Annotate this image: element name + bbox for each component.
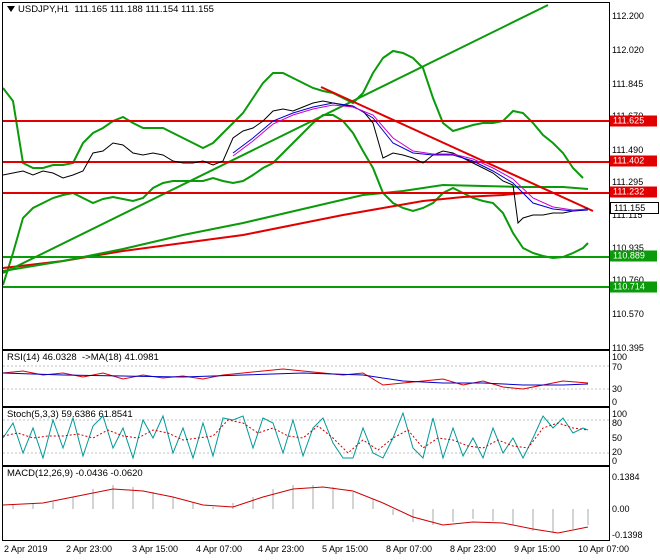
falling-trendline <box>320 86 594 212</box>
y-tick-label: 111.490 <box>612 145 644 155</box>
bollinger-upper <box>3 49 584 179</box>
macd-signal-line <box>3 486 589 534</box>
moving-average-medium <box>3 183 589 272</box>
rising-trendline <box>3 4 549 274</box>
moving-average-fast-magenta <box>232 104 589 211</box>
stoch-y-label: 100 <box>612 409 628 419</box>
y-tick-label: 110.570 <box>612 309 644 319</box>
moving-average-fast-blue <box>232 102 589 212</box>
y-tick-label: 110.395 <box>612 343 644 353</box>
chart-title-text: USDJPY,H1 111.165 111.188 111.154 111.15… <box>18 4 214 15</box>
macd-y-label: 0.1384 <box>612 472 640 482</box>
stochastic-title: Stoch(5,3,3) 59.6386 61.8541 <box>7 409 133 420</box>
y-tick-label: 110.935 <box>612 243 644 253</box>
level-tag-support: 110.889 <box>610 250 657 262</box>
rsi-y-label: 100 <box>612 352 628 362</box>
macd-pane[interactable]: MACD(12,26,9) -0.0436 -0.0620 <box>2 466 610 541</box>
macd-y-label: 0.00 <box>612 504 630 514</box>
stochastic-chart-svg <box>3 411 609 460</box>
price-chart-pane[interactable]: USDJPY,H1 111.165 111.188 111.154 111.15… <box>2 2 610 350</box>
x-tick-label: 5 Apr 15:00 <box>322 544 369 554</box>
price-series <box>3 100 589 225</box>
x-tick-label: 8 Apr 07:00 <box>386 544 433 554</box>
macd-title: MACD(12,26,9) -0.0436 -0.0620 <box>7 468 143 479</box>
stoch-y-label: 50 <box>612 433 623 443</box>
y-tick-label: 112.200 <box>612 11 644 21</box>
y-tick-label: 111.295 <box>612 177 644 187</box>
x-tick-label: 2 Apr 2019 <box>4 544 48 554</box>
rsi-line <box>3 368 589 390</box>
level-tag-resistance: 111.402 <box>610 155 657 167</box>
y-tick-label: 111.115 <box>612 210 643 220</box>
rsi-pane[interactable]: RSI(14) 46.0328 ->MA(18) 41.0981 <box>2 350 610 407</box>
rsi-y-label: 70 <box>612 362 623 372</box>
y-tick-label: 112.020 <box>612 45 644 55</box>
price-chart-svg <box>3 4 609 288</box>
rsi-y-label: 30 <box>612 384 623 394</box>
rsi-title: RSI(14) 46.0328 ->MA(18) 41.0981 <box>7 352 159 363</box>
rsi-chart-svg <box>3 365 609 390</box>
x-tick-label: 3 Apr 15:00 <box>132 544 179 554</box>
stoch-y-label: 0 <box>612 456 618 466</box>
x-tick-label: 9 Apr 15:00 <box>514 544 561 554</box>
stoch-y-label: 20 <box>612 447 623 457</box>
y-tick-label: 111.845 <box>612 79 644 89</box>
x-tick-label: 2 Apr 23:00 <box>66 544 113 554</box>
stoch-y-label: 80 <box>612 418 623 428</box>
x-tick-label: 8 Apr 23:00 <box>450 544 497 554</box>
macd-chart-svg <box>3 485 589 534</box>
rsi-y-label: 0 <box>612 397 618 407</box>
level-tag-support: 110.714 <box>610 281 657 293</box>
x-tick-label: 10 Apr 07:00 <box>578 544 630 554</box>
rsi-ma-line <box>3 372 589 386</box>
level-tag-resistance: 111.625 <box>610 115 657 127</box>
triangle-down-icon[interactable] <box>7 6 15 13</box>
y-tick-label: 110.760 <box>612 275 644 285</box>
macd-y-label: -0.1398 <box>612 530 643 540</box>
stoch-signal-line <box>3 419 589 454</box>
x-tick-label: 4 Apr 23:00 <box>258 544 305 554</box>
stochastic-pane[interactable]: Stoch(5,3,3) 59.6386 61.8541 <box>2 407 610 466</box>
x-tick-label: 4 Apr 07:00 <box>196 544 243 554</box>
macd-histogram <box>12 485 589 533</box>
stoch-main-line <box>3 411 589 460</box>
bollinger-lower <box>3 114 589 286</box>
current-price-tag: 111.155 <box>610 202 659 214</box>
moving-average-slow <box>3 192 524 269</box>
level-tag-resistance: 111.232 <box>610 186 657 198</box>
chart-title: USDJPY,H1 111.165 111.188 111.154 111.15… <box>7 4 214 15</box>
